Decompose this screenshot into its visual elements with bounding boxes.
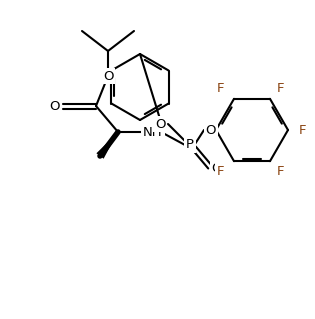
Text: F: F <box>216 165 224 178</box>
Text: O: O <box>212 162 222 175</box>
Text: P: P <box>186 138 194 152</box>
Text: O: O <box>50 100 60 113</box>
Text: O: O <box>103 70 113 83</box>
Text: F: F <box>276 165 284 178</box>
Text: O: O <box>206 123 216 137</box>
Text: F: F <box>276 82 284 95</box>
Text: F: F <box>298 123 306 137</box>
Text: F: F <box>216 82 224 95</box>
Text: O: O <box>155 117 165 130</box>
Polygon shape <box>96 132 118 159</box>
Text: NH: NH <box>143 125 163 138</box>
